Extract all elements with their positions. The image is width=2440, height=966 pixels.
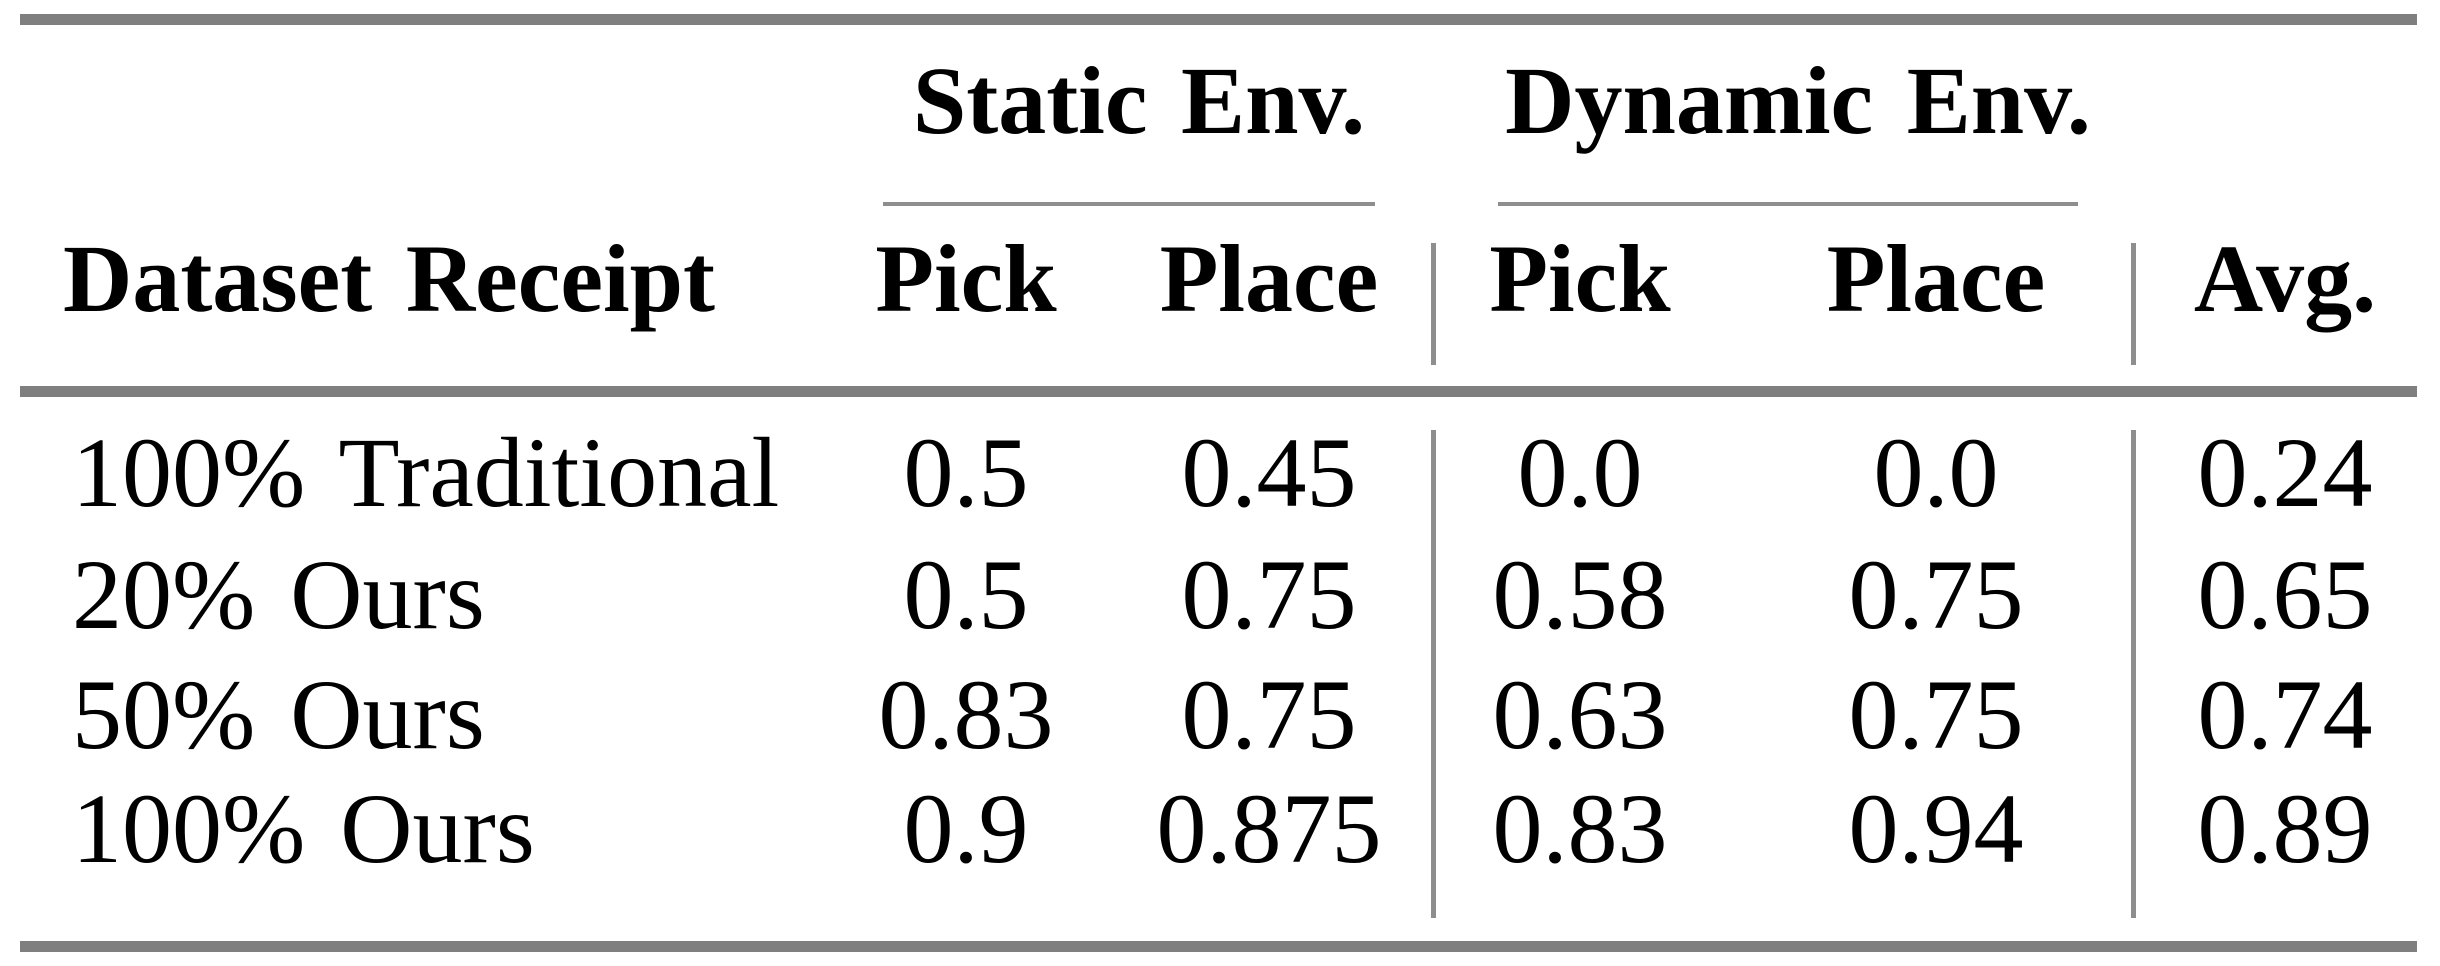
vertical-rule-static-dynamic-header	[1431, 243, 1436, 365]
row-label: 100% Ours	[72, 773, 535, 884]
cell-avg: 0.89	[2197, 773, 2373, 884]
cell-static-place: 0.875	[1156, 773, 1382, 884]
row-label: 100% Traditional	[72, 417, 780, 528]
column-header-dataset-receipt: Dataset Receipt	[63, 225, 716, 332]
cell-static-place: 0.75	[1181, 659, 1357, 770]
cell-static-pick: 0.5	[903, 417, 1029, 528]
cell-avg: 0.65	[2197, 539, 2373, 650]
mid-rule	[20, 386, 2417, 397]
column-header-dynamic-place: Place	[1826, 225, 2046, 332]
row-label: 50% Ours	[72, 659, 485, 770]
column-header-dynamic-pick: Pick	[1489, 225, 1671, 332]
bottom-rule	[20, 941, 2417, 952]
cell-dynamic-pick: 0.63	[1492, 659, 1668, 770]
cell-dynamic-place: 0.0	[1873, 417, 1999, 528]
static-env-underline	[883, 202, 1375, 206]
cell-static-pick: 0.9	[903, 773, 1029, 884]
cell-avg: 0.24	[2197, 417, 2373, 528]
cell-static-place: 0.75	[1181, 539, 1357, 650]
cell-static-pick: 0.5	[903, 539, 1029, 650]
cell-dynamic-pick: 0.0	[1517, 417, 1643, 528]
vertical-rule-static-dynamic-body	[1431, 430, 1436, 918]
cell-dynamic-pick: 0.83	[1492, 773, 1668, 884]
cell-dynamic-place: 0.94	[1848, 773, 2024, 884]
cell-static-pick: 0.83	[878, 659, 1054, 770]
column-header-static-place: Place	[1159, 225, 1379, 332]
column-header-avg: Avg.	[2193, 225, 2377, 332]
cell-dynamic-place: 0.75	[1848, 539, 2024, 650]
cell-avg: 0.74	[2197, 659, 2373, 770]
cell-dynamic-pick: 0.58	[1492, 539, 1668, 650]
vertical-rule-avg-header	[2131, 243, 2136, 365]
dynamic-env-underline	[1498, 202, 2078, 206]
column-header-static-pick: Pick	[875, 225, 1057, 332]
cell-static-place: 0.45	[1181, 417, 1357, 528]
top-rule	[20, 14, 2417, 25]
group-header-static-env: Static Env.	[912, 47, 1366, 154]
cell-dynamic-place: 0.75	[1848, 659, 2024, 770]
vertical-rule-avg-body	[2131, 430, 2136, 918]
row-label: 20% Ours	[72, 539, 485, 650]
group-header-dynamic-env: Dynamic Env.	[1505, 47, 2091, 154]
